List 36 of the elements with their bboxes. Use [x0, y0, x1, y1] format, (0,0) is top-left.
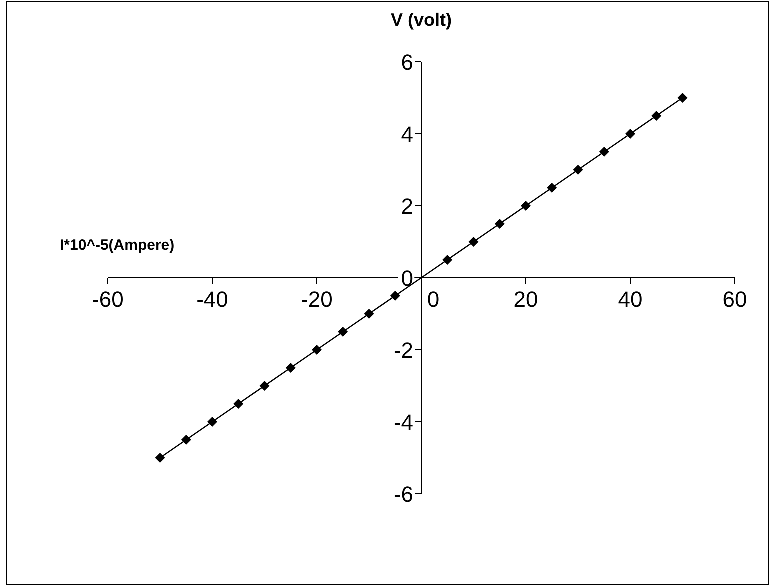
point [234, 399, 244, 409]
point [260, 381, 270, 391]
x-tick-label: -20 [301, 287, 333, 312]
y-axis-title: V (volt) [391, 10, 452, 30]
point [626, 129, 636, 139]
x-tick-label: -40 [196, 287, 228, 312]
x-tick-label: 20 [514, 287, 538, 312]
x-tick-label: 40 [618, 287, 643, 312]
x-axis-title: I*10^-5(Ampere) [60, 237, 175, 254]
x-tick-label: 0 [427, 287, 440, 312]
point [652, 111, 662, 121]
point [208, 417, 218, 427]
point [547, 183, 558, 193]
x-tick-label: -60 [92, 287, 124, 312]
point [286, 363, 296, 373]
point [155, 453, 166, 463]
point [521, 201, 531, 211]
y-tick-label: -2 [394, 338, 414, 363]
y-tick-label: -6 [394, 482, 414, 507]
point [390, 291, 400, 301]
point [599, 147, 610, 157]
point [338, 327, 348, 337]
y-tick-label: 2 [401, 194, 414, 219]
point [312, 345, 322, 355]
y-tick-label: -4 [394, 410, 414, 435]
point [364, 309, 374, 319]
point [573, 165, 584, 175]
y-tick-label: 6 [401, 50, 414, 75]
point [442, 255, 453, 265]
point [678, 93, 688, 103]
y-tick-label: 4 [401, 122, 414, 147]
point [181, 435, 192, 445]
x-tick-label: 60 [722, 287, 748, 312]
y-tick-label: 0 [401, 266, 414, 291]
point [468, 237, 479, 247]
point [494, 219, 505, 229]
